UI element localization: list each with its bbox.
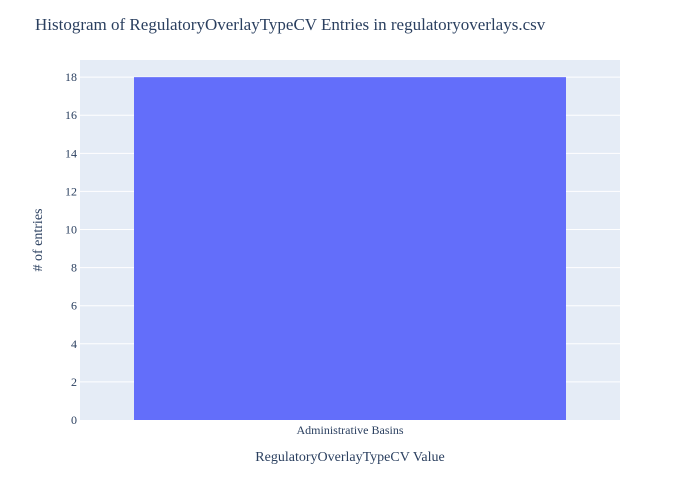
y-tick-label: 6 (71, 299, 77, 313)
y-tick-label: 8 (71, 261, 77, 275)
y-tick-label: 18 (65, 70, 77, 84)
y-tick-label: 14 (65, 146, 77, 160)
x-tick-label: Administrative Basins (297, 423, 404, 437)
y-axis-title: # of entries (31, 209, 46, 272)
y-tick-label: 2 (71, 375, 77, 389)
bars (134, 77, 566, 421)
chart-title: Histogram of RegulatoryOverlayTypeCV Ent… (35, 15, 546, 34)
y-tick-label: 10 (65, 223, 77, 237)
y-tick-label: 0 (71, 413, 77, 427)
y-tick-label: 4 (71, 337, 77, 351)
x-axis-ticks: Administrative Basins (297, 423, 404, 437)
y-tick-label: 12 (65, 184, 77, 198)
x-axis-title: RegulatoryOverlayTypeCV Value (255, 450, 444, 465)
y-tick-label: 16 (65, 108, 77, 122)
bar (134, 77, 566, 421)
y-axis-ticks: 0 2 4 6 8 10 12 14 16 18 (65, 70, 77, 427)
